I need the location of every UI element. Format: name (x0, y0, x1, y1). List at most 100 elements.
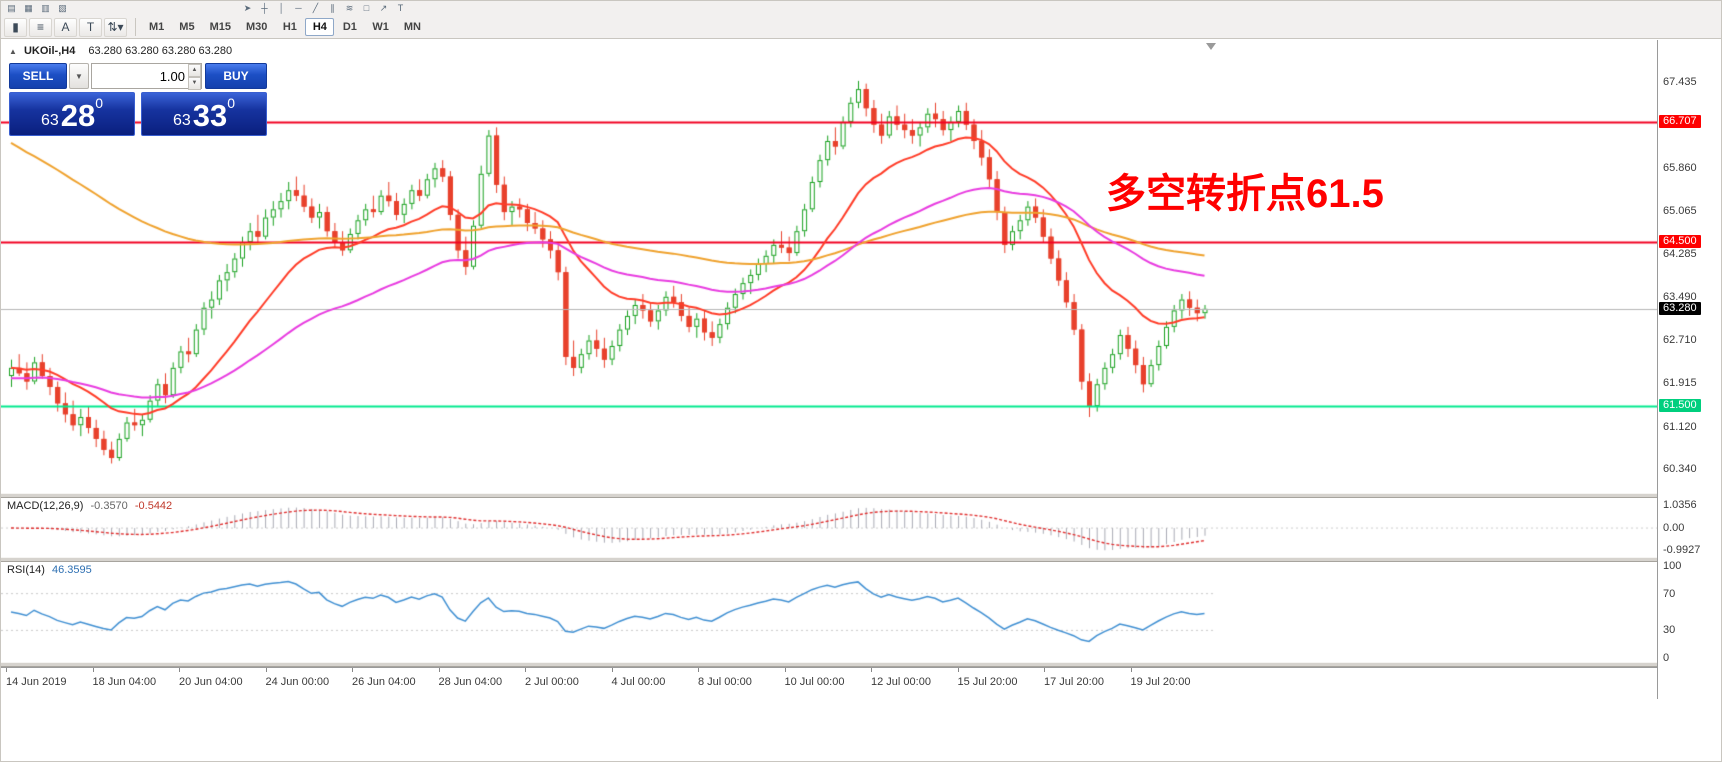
time-axis-label: 2 Jul 00:00 (525, 676, 579, 688)
timeframe-w1[interactable]: W1 (372, 21, 389, 33)
time-axis-label: 24 Jun 00:00 (265, 676, 330, 688)
time-axis-tick (438, 668, 440, 672)
volume-decrease-button[interactable]: ▼ (188, 77, 201, 90)
time-axis-tick (871, 668, 872, 672)
time-axis-label: 19 Jul 20:00 (1130, 676, 1191, 688)
price-scale-label: 63.490 (1663, 291, 1697, 304)
shapes-icon[interactable]: □ (363, 3, 370, 13)
trade-panel-toggle[interactable]: ▲ (9, 47, 17, 56)
tile-windows-icon[interactable]: ▦ (24, 3, 33, 13)
sell-price-small: 63 (40, 112, 59, 129)
time-axis-tick (1044, 668, 1045, 672)
equidistant-channel-icon[interactable]: ∥ (330, 3, 335, 13)
time-axis-tick (784, 668, 786, 672)
rsi-scale-label: 30 (1663, 624, 1676, 637)
timeframe-h4[interactable]: H4 (305, 18, 335, 36)
timeframe-m30[interactable]: M30 (245, 21, 268, 33)
fibonacci-icon[interactable]: ≋ (345, 3, 354, 13)
chevron-down-icon: ▼ (75, 71, 83, 81)
buy-price-sup: 0 (227, 95, 236, 111)
time-axis-label: 26 Jun 04:00 (352, 676, 416, 688)
timeframe-m15[interactable]: M15 (209, 21, 231, 33)
macd-scale-label: -0.9927 (1663, 544, 1701, 557)
buy-price-big: 33 (192, 98, 228, 133)
macd-canvas[interactable] (1, 498, 1657, 557)
rsi-current-value: 46.3595 (51, 564, 92, 576)
time-axis-tick (525, 668, 526, 672)
time-axis-label: 18 Jun 04:00 (92, 676, 157, 688)
chart-profiles-icon[interactable]: ▥ (41, 3, 50, 13)
toolbar-row-2: ▮ ≡ A T ⇅▾ M1 M5 M15 M30 H1 H4 D1 W1 MN (1, 16, 1721, 38)
symbol-period-label: UKOil-,H4 (23, 45, 76, 57)
macd-main-value: -0.3570 (90, 500, 128, 512)
rsi-scale-label: 100 (1663, 560, 1682, 572)
timeframe-h1[interactable]: H1 (282, 21, 297, 33)
crosshair-icon[interactable]: ┼ (261, 3, 268, 13)
time-axis-label: 8 Jul 00:00 (698, 676, 752, 688)
sell-button[interactable]: SELL (9, 63, 67, 89)
current-price-label: 63.280 (1659, 301, 1701, 315)
hline-price-label: 66.707 (1659, 114, 1701, 128)
volume-input[interactable] (91, 63, 202, 89)
volume-increase-button[interactable]: ▲ (188, 64, 201, 77)
toolbar-row-1: ▤ ▦ ▥ ▧ ➤ ┼ │ ─ ╱ ∥ ≋ □ ↗ T (1, 1, 1721, 16)
timeframe-m1[interactable]: M1 (149, 21, 165, 33)
price-scale[interactable]: 67.435 65.860 65.065 64.285 63.490 62.710 61.9… (1657, 40, 1721, 699)
templates-icon[interactable]: ▧ (58, 3, 67, 13)
time-axis-tick (1130, 668, 1132, 672)
macd-name: MACD(12,26,9) (7, 500, 84, 512)
time-axis-label: 17 Jul 20:00 (1044, 676, 1104, 688)
buy-price-display[interactable]: 63 33 0 (141, 92, 267, 136)
rsi-canvas[interactable] (1, 562, 1657, 662)
timeframe-d1[interactable]: D1 (342, 21, 357, 33)
indicator-colors-icon[interactable]: ⇅▾ (104, 17, 127, 37)
time-axis-tick (698, 668, 699, 672)
price-chart-canvas[interactable] (1, 41, 1657, 493)
bar-chart-mode-icon[interactable]: ≡ (29, 17, 52, 37)
price-scale-label: 61.120 (1663, 420, 1697, 433)
time-axis-tick (6, 668, 7, 672)
cursor-icon[interactable]: ➤ (243, 3, 252, 13)
rsi-panel-splitter[interactable] (1, 557, 1721, 562)
trendline-icon[interactable]: ╱ (312, 3, 319, 13)
macd-scale-label: 0.00 (1663, 522, 1685, 535)
time-axis-tick (92, 668, 94, 672)
price-scale-label: 61.915 (1663, 377, 1697, 390)
timeframe-m5[interactable]: M5 (179, 21, 195, 33)
ohlc-values: 63.280 63.280 63.280 63.280 (88, 45, 233, 57)
rsi-scale-label: 0 (1663, 652, 1670, 664)
price-scale-label: 62.710 (1663, 333, 1697, 346)
candlestick-mode-icon[interactable]: ▮ (4, 17, 27, 37)
rsi-scale-label: 70 (1663, 587, 1676, 600)
macd-panel-splitter[interactable] (1, 493, 1721, 498)
price-scale-label: 65.065 (1663, 205, 1697, 218)
chart-shift-marker[interactable] (1206, 43, 1216, 50)
buy-price-small: 63 (172, 112, 191, 129)
sell-price-sup: 0 (95, 95, 104, 111)
text-tool-icon[interactable]: T (397, 3, 404, 13)
chart-tool-icons: ▮ ≡ A T ⇅▾ (4, 17, 129, 37)
chart-annotation: 多空转折点61.5 (1106, 172, 1384, 216)
font-tool-icon[interactable]: A (54, 17, 77, 37)
macd-scale-label: 1.0356 (1663, 498, 1697, 511)
timeframe-mn[interactable]: MN (403, 21, 421, 33)
time-axis-splitter[interactable] (1, 662, 1721, 667)
time-axis-label: 10 Jul 00:00 (784, 676, 845, 688)
sell-options-dropdown[interactable]: ▼ (69, 63, 89, 89)
hline-price-label: 64.500 (1659, 235, 1701, 249)
time-axis-label: 28 Jun 04:00 (438, 676, 503, 688)
time-axis-tick (611, 668, 613, 672)
time-axis-tick (957, 668, 959, 672)
sell-price-display[interactable]: 63 28 0 (9, 92, 135, 136)
vertical-line-icon[interactable]: │ (278, 3, 285, 13)
time-axis[interactable]: 14 Jun 2019 18 Jun 04:00 20 Jun 04:00 24 Ju… (1, 667, 1657, 699)
rsi-label: RSI(14) 46.3595 (7, 564, 92, 576)
buy-button[interactable]: BUY (205, 63, 267, 89)
time-axis-tick (265, 668, 267, 672)
arrow-tool-icon[interactable]: ↗ (379, 3, 388, 13)
text-box-icon[interactable]: T (79, 17, 102, 37)
horizontal-line-icon[interactable]: ─ (295, 3, 302, 13)
new-chart-icon[interactable]: ▤ (7, 3, 16, 13)
macd-label: MACD(12,26,9) -0.3570 -0.5442 (7, 500, 172, 512)
